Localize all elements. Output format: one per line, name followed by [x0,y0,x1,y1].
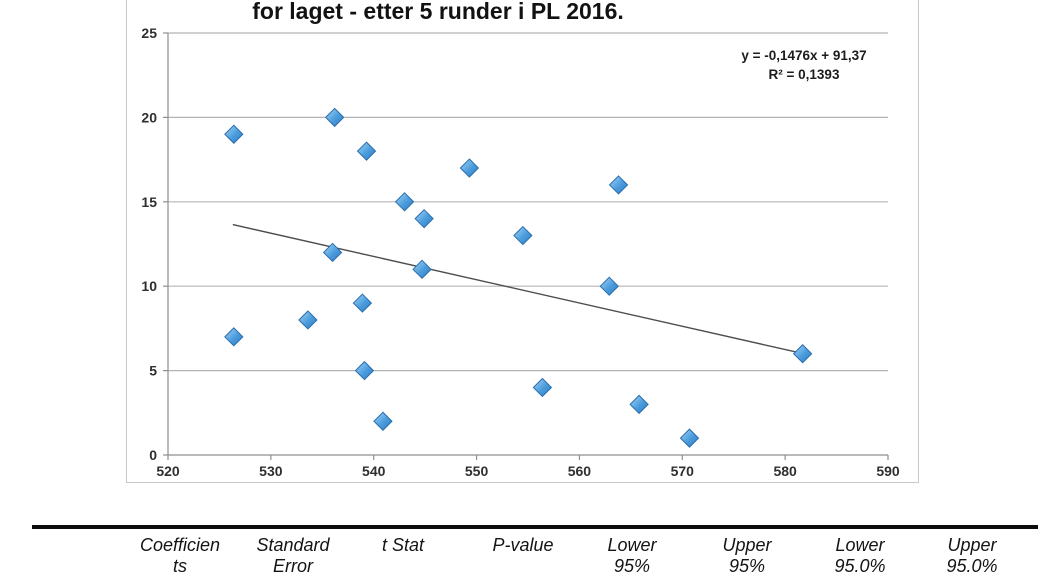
table-header-cell: Coefficien ts [115,535,245,576]
x-tick-label: 530 [259,463,283,479]
data-point [373,411,393,431]
x-tick-label: 540 [362,463,386,479]
x-tick-label: 570 [671,463,695,479]
x-tick-label: 560 [568,463,592,479]
equation-line: y = -0,1476x + 91,37 [741,48,867,63]
table-header-cell: t Stat [338,535,468,556]
table-header-line1: Standard [256,535,330,555]
table-header-line1: P-value [492,535,554,555]
data-point [532,377,553,398]
x-tick-label: 590 [876,463,900,479]
chart-title: for laget - etter 5 runder i PL 2016. [252,0,624,24]
table-header-line1: t Stat [381,535,425,555]
table-header-line2: 95% [613,556,651,576]
table-header-line1: Upper [722,535,772,555]
table-header-line2: Error [273,556,313,576]
data-point [224,327,244,347]
table-header-cell: Upper 95.0% [907,535,1037,576]
chart-frame [126,0,919,483]
table-header-cell: Upper 95% [682,535,812,576]
y-tick-label: 10 [141,278,157,294]
y-tick-label: 5 [149,363,157,379]
data-point [322,242,343,263]
table-header-line1: Coefficien [139,535,221,555]
data-point [224,124,244,144]
trendline-equation: y = -0,1476x + 91,37 R² = 0,1393 [731,46,877,84]
y-tick-label: 20 [141,109,157,125]
x-tick-label: 550 [465,463,489,479]
data-point [459,158,480,178]
table-header-cell: Lower 95% [567,535,697,576]
table-header-line1: Lower [607,535,657,555]
y-tick-label: 15 [141,194,157,210]
table-header-line2: ts [172,556,187,576]
data-point [412,259,432,280]
data-point [608,175,629,195]
table-header-line2: 95.0% [834,556,886,576]
x-tick-label: 580 [773,463,797,479]
y-tick-label: 0 [149,447,157,463]
data-point [599,276,619,296]
y-tick-label: 25 [141,25,157,41]
table-header-cell: Standard Error [228,535,358,576]
table-header-line1: Lower [835,535,885,555]
data-point [679,428,700,448]
table-header-cell: Lower 95.0% [795,535,925,576]
data-point [352,293,373,313]
data-point [356,141,377,161]
data-point [298,310,318,330]
table-top-border [32,525,1038,529]
data-point [629,394,649,415]
table-header-line1: Upper [947,535,997,555]
data-point [513,225,533,246]
data-point [792,344,813,364]
table-header-line2: 95.0% [946,556,998,576]
data-point [324,107,345,128]
r-squared-line: R² = 0,1393 [768,67,840,82]
data-point [354,360,375,381]
table-header-line2: 95% [728,556,766,576]
table-header-cell: P-value [458,535,588,556]
trendline [232,223,804,355]
data-point [414,208,434,229]
x-tick-label: 520 [156,463,180,479]
data-point [394,192,415,212]
